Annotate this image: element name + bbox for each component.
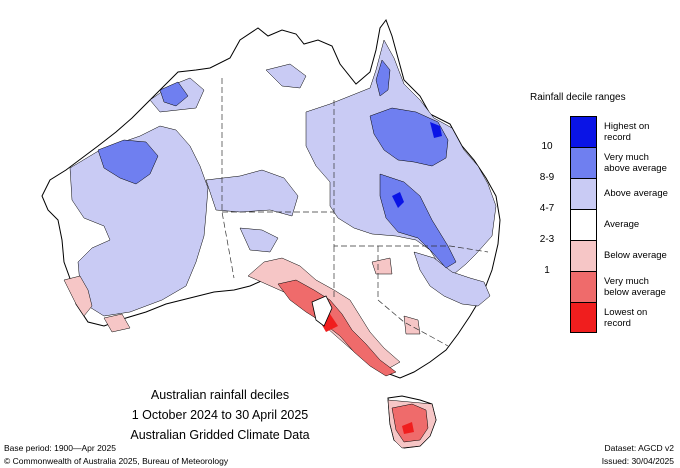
dataset-note: Dataset: AGCD v2 <box>604 443 674 453</box>
legend-swatch <box>570 271 597 302</box>
legend-row: Highest on record <box>530 116 675 147</box>
legend-swatch <box>570 116 597 147</box>
legend-label: Highest on record <box>604 120 650 143</box>
legend-decile-label: 2-3 <box>539 234 555 245</box>
legend-label: Very much below average <box>604 275 666 298</box>
legend-row: Lowest on record <box>530 302 675 333</box>
legend-row: Very much above average <box>530 147 675 178</box>
legend-row: Below average <box>530 240 675 271</box>
map-title: Australian rainfall deciles <box>150 388 290 402</box>
state-borders <box>221 78 489 347</box>
legend-label: Lowest on record <box>604 306 648 329</box>
legend-decile-label: 4-7 <box>539 203 555 214</box>
legend-decile-label: 8-9 <box>539 172 555 183</box>
legend-label: Average <box>604 219 640 230</box>
legend-swatch <box>570 178 597 209</box>
legend-row: Very much below average <box>530 271 675 302</box>
spencer-gulf <box>311 295 333 327</box>
legend-swatch <box>570 240 597 271</box>
legend-row: Above average <box>530 178 675 209</box>
legend: Rainfall decile ranges Highest on record… <box>530 92 675 333</box>
legend-label: Below average <box>604 250 667 261</box>
base-period-note: Base period: 1900—Apr 2025 <box>4 443 116 453</box>
map-period: 1 October 2024 to 30 April 2025 <box>131 408 309 422</box>
legend-swatch <box>570 147 597 178</box>
legend-label: Very much above average <box>604 151 667 174</box>
legend-decile-label: 10 <box>541 141 553 152</box>
legend-label: Above average <box>604 188 668 199</box>
legend-decile-label: 1 <box>544 265 550 276</box>
copyright-note: © Commonwealth of Australia 2025, Bureau… <box>4 456 229 466</box>
highest-on-record-regions <box>392 122 442 208</box>
issued-note: Issued: 30/04/2025 <box>601 456 674 466</box>
legend-row: Average <box>530 209 675 240</box>
legend-swatch <box>570 209 597 240</box>
legend-title: Rainfall decile ranges <box>530 92 626 103</box>
map-dataset-name: Australian Gridded Climate Data <box>130 428 310 442</box>
legend-swatch <box>570 302 597 333</box>
